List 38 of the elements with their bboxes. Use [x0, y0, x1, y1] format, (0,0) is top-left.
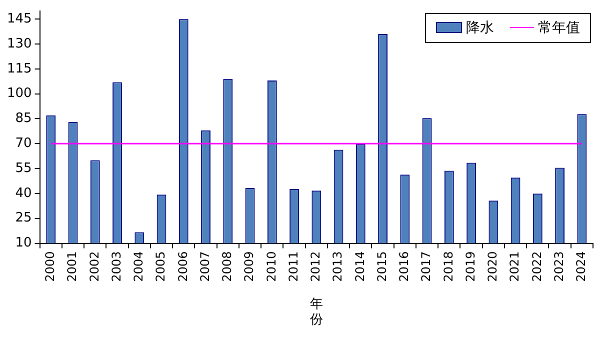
- y-tick-label: 85: [15, 111, 32, 126]
- x-tick-label: 2017: [419, 251, 434, 282]
- x-tick-label: 2015: [374, 251, 389, 282]
- x-tick-label: 2023: [552, 251, 566, 282]
- x-tick-label: 2008: [220, 251, 234, 282]
- y-tick-label: 25: [15, 210, 32, 226]
- y-tick-label: 100: [6, 86, 32, 102]
- y-tick-label: 145: [6, 11, 32, 26]
- x-tick-label: 2003: [109, 251, 124, 282]
- x-tick-label: 2018: [441, 251, 456, 282]
- y-tick-label: 70: [15, 136, 32, 152]
- y-tick-label: 115: [6, 61, 32, 76]
- x-tick-label: 2006: [176, 251, 190, 282]
- x-tick-label: 2013: [330, 251, 345, 282]
- x-tick-label: 2007: [198, 251, 212, 282]
- x-tick-label: 2011: [286, 251, 300, 282]
- x-tick-label: 2021: [508, 251, 522, 282]
- x-tick-label: 2005: [154, 251, 168, 282]
- x-axis-title: 年份: [310, 296, 323, 328]
- y-tick-label: 10: [15, 236, 32, 251]
- x-tick-label: 2009: [242, 251, 256, 282]
- x-tick-label: 2022: [530, 251, 544, 282]
- x-tick-label: 2000: [43, 251, 57, 282]
- x-tick-label: 2001: [65, 251, 80, 282]
- x-tick-label: 2019: [463, 251, 478, 282]
- x-tick-label: 2014: [352, 251, 367, 282]
- legend-label: 降水: [466, 18, 494, 37]
- legend-label: 常年值: [538, 18, 580, 37]
- x-tick-label: 2004: [132, 251, 146, 282]
- x-tick-label: 2002: [87, 251, 102, 282]
- y-tick-label: 55: [15, 160, 32, 176]
- x-tick-label: 2020: [486, 251, 500, 282]
- x-tick-label: 2024: [574, 251, 588, 282]
- y-tick-label: 40: [15, 186, 32, 201]
- x-tick-label: 2012: [308, 251, 323, 282]
- y-tick-label: 130: [6, 36, 32, 52]
- x-tick-label: 2010: [264, 251, 278, 282]
- x-tick-label: 2016: [397, 251, 412, 282]
